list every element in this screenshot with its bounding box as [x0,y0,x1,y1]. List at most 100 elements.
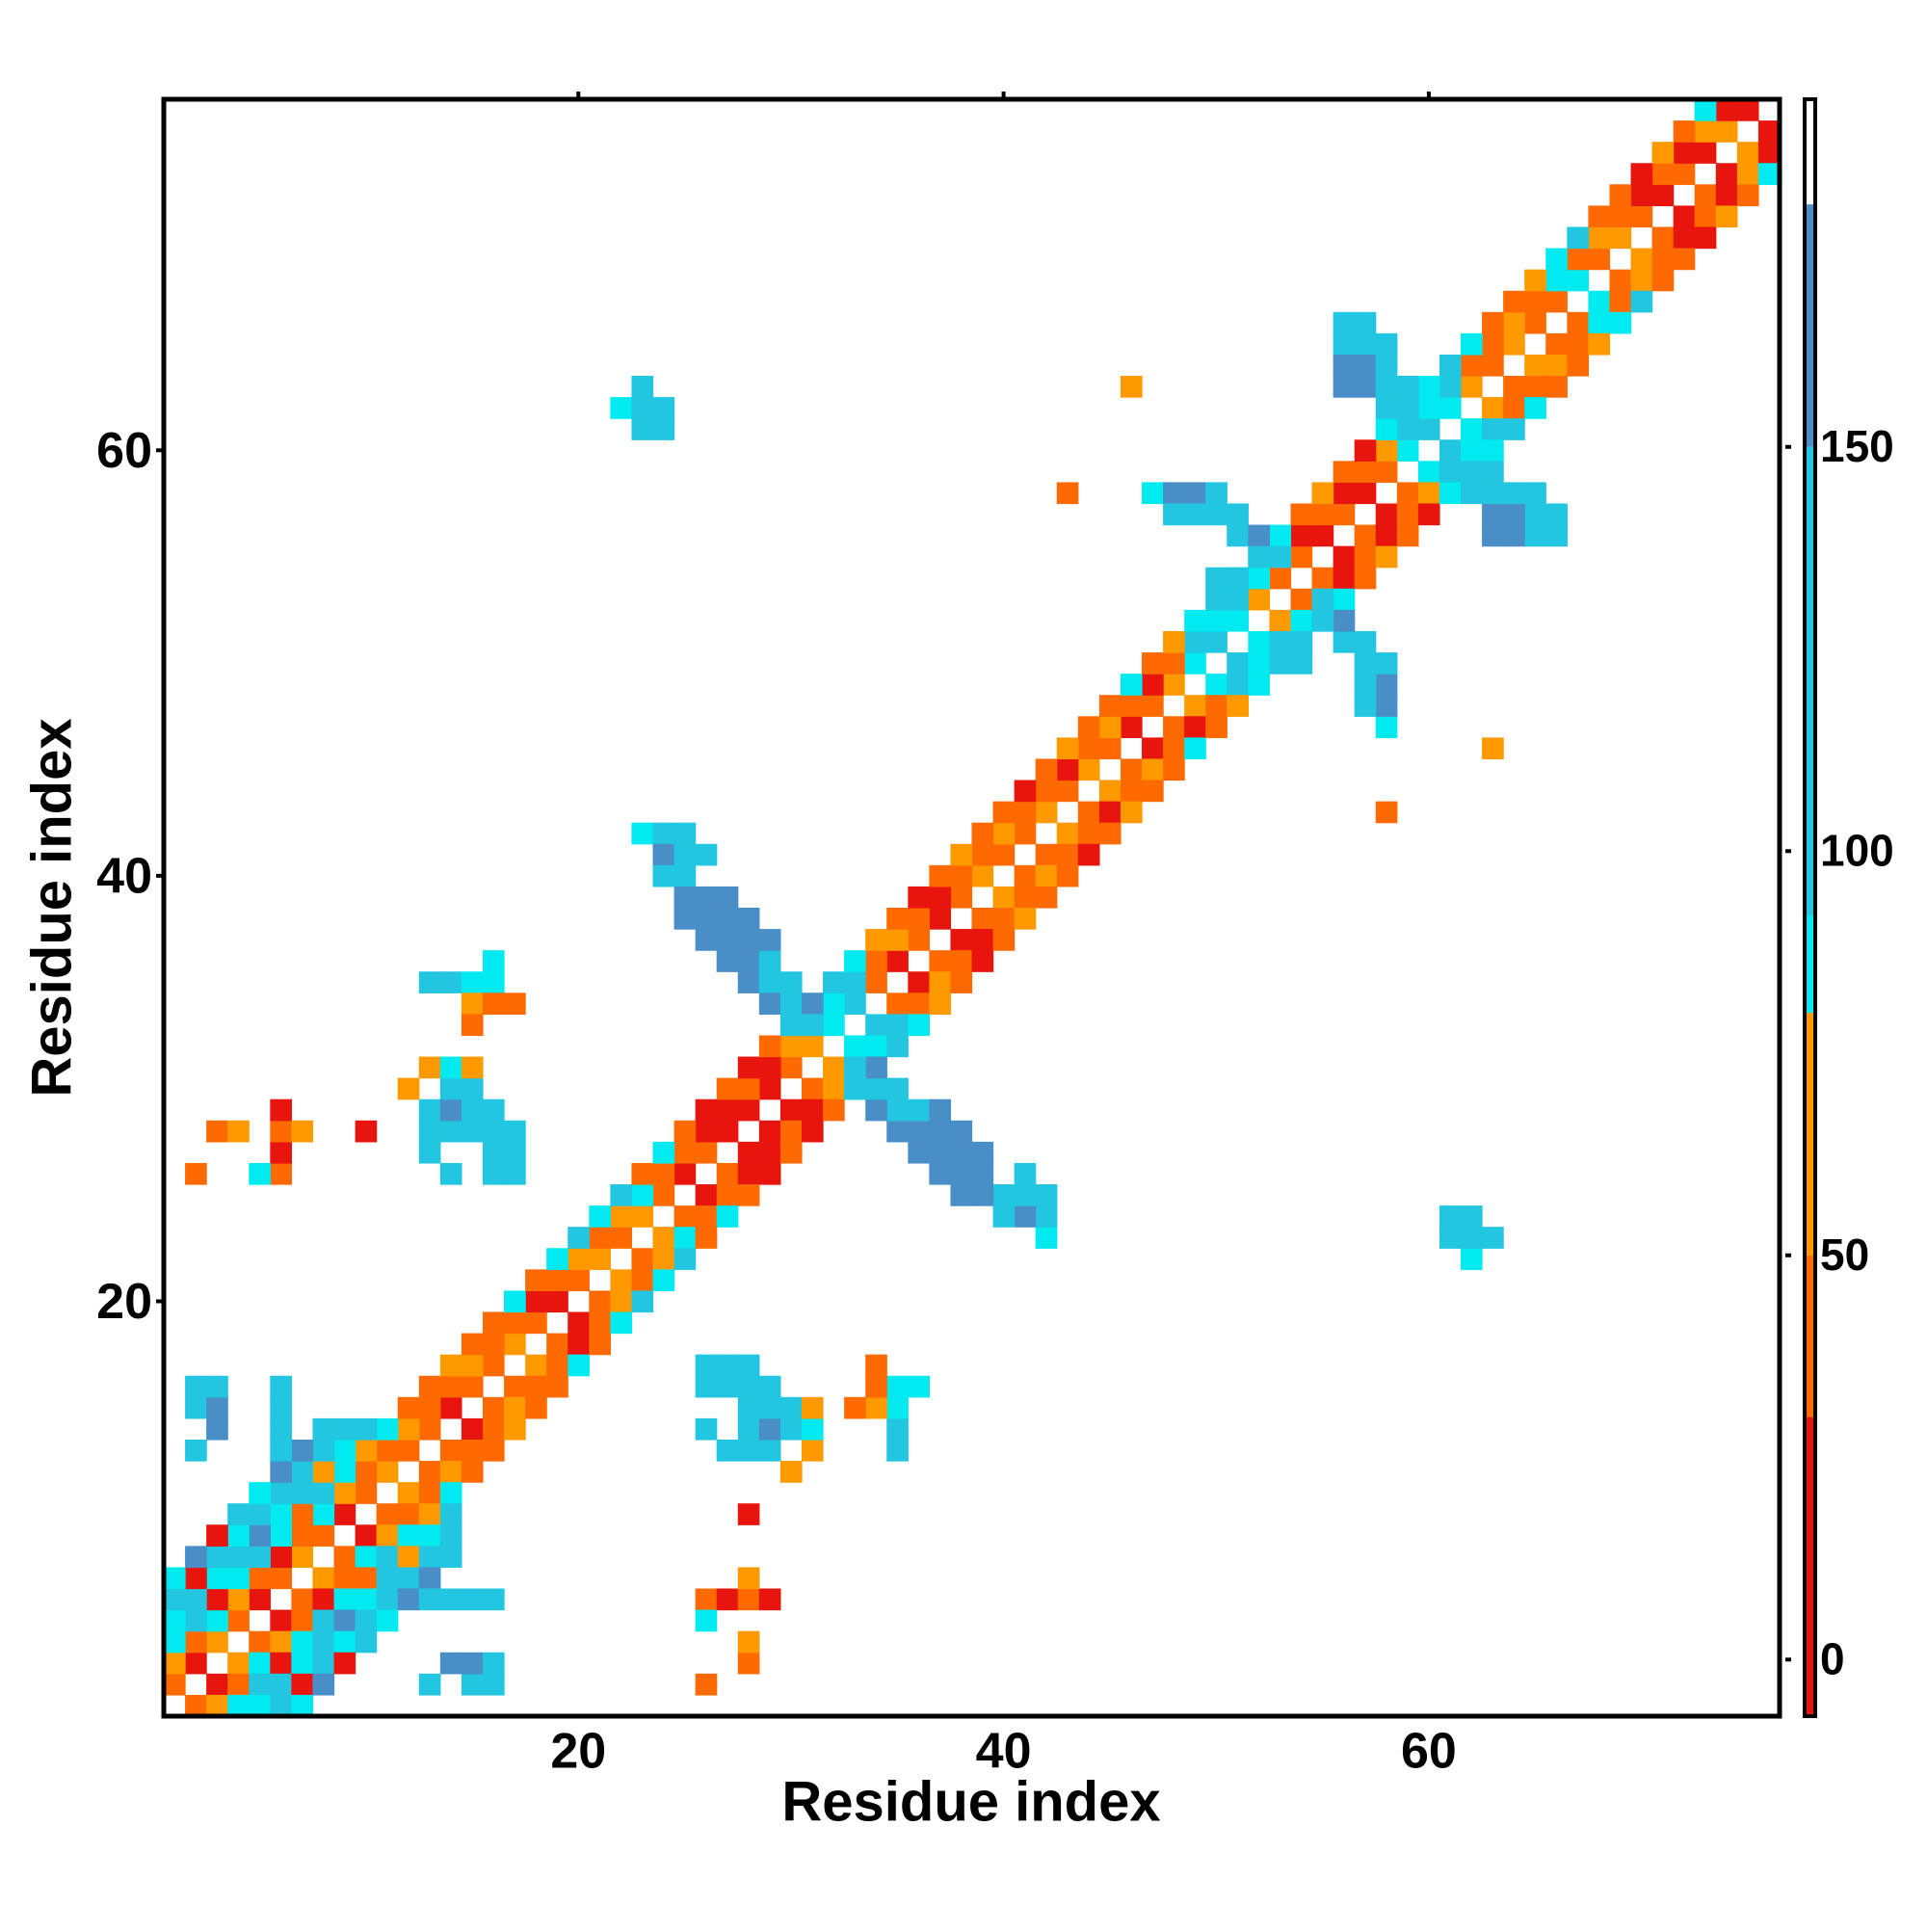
heatmap-cell [482,1098,505,1122]
heatmap-cell [227,1652,250,1675]
heatmap-cell [652,864,675,887]
heatmap-cell [886,908,909,930]
heatmap-cell [1056,822,1079,845]
heatmap-cell [1142,758,1164,781]
heatmap-cell [439,1396,462,1419]
heatmap-cell [482,1311,505,1335]
heatmap-cell [908,886,930,909]
heatmap-cell [439,1546,462,1569]
heatmap-cell [1651,226,1675,250]
heatmap-cell [439,1439,462,1462]
heatmap-cell [1163,758,1185,781]
heatmap-cell [1311,482,1334,505]
heatmap-cell [249,1694,271,1717]
heatmap-cell [1545,376,1568,398]
heatmap-cell [1098,780,1122,803]
heatmap-cell [1142,652,1164,675]
heatmap-cell [971,843,994,866]
heatmap-cell [673,908,697,930]
heatmap-cell [1056,758,1079,781]
heatmap-cell [992,843,1016,866]
heatmap-cell [1524,269,1546,292]
heatmap-cell [568,1227,590,1249]
heatmap-cell [610,1269,633,1292]
heatmap-cell [652,1141,675,1164]
heatmap-cell [439,1354,462,1377]
heatmap-cell [673,1162,697,1185]
heatmap-cell [291,1439,314,1462]
heatmap-cell [1014,908,1037,930]
heatmap-cell [695,1184,718,1206]
heatmap-cell [270,1630,292,1654]
heatmap-cell [333,1567,356,1590]
heatmap-cell [695,1417,718,1441]
heatmap-cell [504,1290,526,1313]
heatmap-cell [482,1652,505,1675]
heatmap-cell [1673,226,1696,250]
heatmap-cell [1205,716,1227,738]
heatmap-cell [461,1375,484,1398]
heatmap-cell [525,1290,547,1313]
heatmap-cell [1269,545,1292,569]
heatmap-cell [504,1141,526,1164]
heatmap-cell [1354,439,1377,462]
heatmap-cell [844,1396,866,1419]
heatmap-cell [568,1354,590,1377]
heatmap-cell [482,1120,505,1143]
heatmap-cell [1290,630,1313,653]
heatmap-cell [249,1588,271,1611]
colorbar-tick-label: 0 [1820,1633,1845,1683]
heatmap-cell [439,1098,462,1122]
heatmap-cell [1545,248,1568,271]
heatmap-cell [673,1205,697,1228]
heatmap-cell [1184,630,1206,653]
colorbar-segment [1805,1255,1815,1417]
heatmap-cell [185,1396,207,1419]
heatmap-cell [461,992,484,1015]
heatmap-cell [844,950,866,972]
heatmap-cell [1014,1162,1037,1185]
heatmap-cell [865,1014,887,1037]
heatmap-cell [270,1524,292,1547]
heatmap-cell [1503,332,1525,356]
heatmap-cell [950,886,973,909]
heatmap-cell [1757,163,1781,185]
heatmap-cell [1396,482,1419,505]
heatmap-cell [397,1588,420,1611]
heatmap-cell [673,1227,697,1249]
heatmap-cell [758,950,781,972]
heatmap-cell [1396,503,1419,526]
heatmap-cell [1503,290,1525,313]
heatmap-cell [1311,609,1334,632]
heatmap-cell [695,1141,718,1164]
heatmap-cell [291,1461,314,1483]
heatmap-cell [439,1077,462,1100]
heatmap-cell [1227,652,1249,675]
heatmap-cell [376,1609,399,1632]
heatmap-cell [1567,248,1590,271]
heatmap-cell [886,1375,909,1398]
heatmap-cell [227,1546,250,1569]
heatmap-cell [1290,524,1313,547]
heatmap-cell [1482,737,1504,760]
heatmap-cell [631,1269,654,1292]
heatmap-cell [610,1184,633,1206]
heatmap-cell [1461,376,1483,398]
heatmap-cell [1417,482,1440,505]
heatmap-cell [908,1375,930,1398]
heatmap-cell [418,1120,441,1143]
heatmap-cell [1375,674,1398,696]
heatmap-cell [1120,695,1143,717]
heatmap-cell [249,1652,271,1675]
heatmap-cell [1184,503,1206,526]
heatmap-cell [1375,376,1398,398]
heatmap-cell [1673,205,1696,228]
heatmap-cell [270,1694,292,1717]
heatmap-cell [249,1503,271,1525]
heatmap-cell [1439,397,1462,419]
heatmap-cell [185,1162,207,1185]
heatmap-cell [886,1396,909,1419]
heatmap-cell [546,1354,568,1377]
heatmap-cell [737,908,760,930]
